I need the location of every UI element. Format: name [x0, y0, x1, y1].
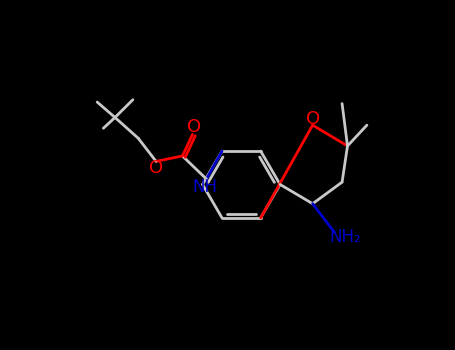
Text: O: O: [187, 118, 201, 136]
Text: O: O: [306, 110, 320, 128]
Text: NH₂: NH₂: [329, 228, 361, 246]
Text: O: O: [149, 159, 163, 177]
Text: NH: NH: [192, 178, 217, 196]
